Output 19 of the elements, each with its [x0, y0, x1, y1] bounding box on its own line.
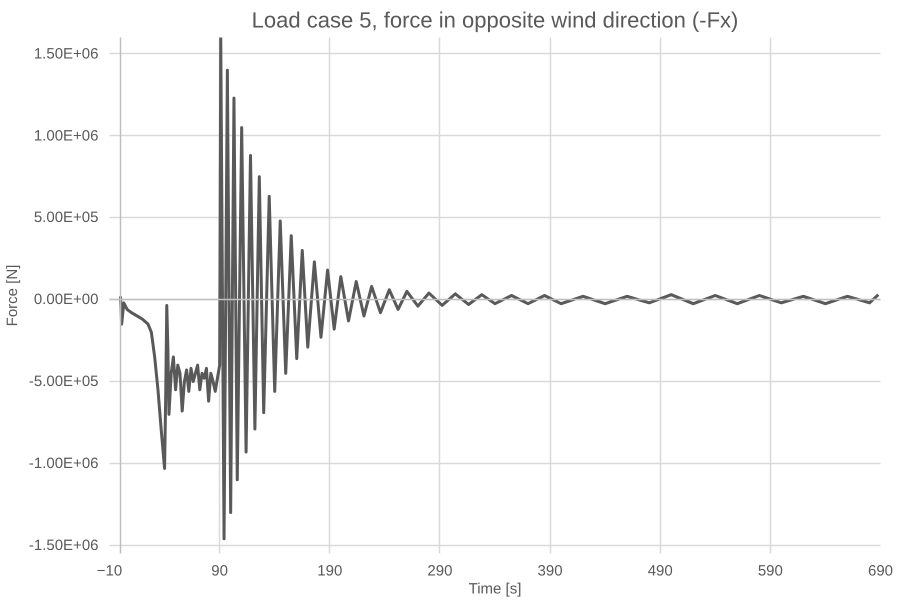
x-tick-label: 90	[211, 562, 228, 580]
x-tick-label: 490	[648, 562, 673, 580]
y-axis-title: Force [N]	[4, 264, 21, 326]
y-tick-label: -1.50E+06	[28, 536, 98, 554]
y-tick-label: 1.00E+06	[34, 127, 99, 144]
y-tick-label: 5.00E+05	[34, 209, 99, 226]
x-tick-label: −10	[96, 562, 122, 580]
x-axis-title: Time [s]	[468, 580, 522, 598]
chart-title: Load case 5, force in opposite wind direction (-Fx)	[252, 8, 738, 32]
x-tick-label: 390	[538, 562, 563, 580]
x-tick-label: 190	[317, 562, 342, 580]
y-tick-label: 0.00E+00	[34, 291, 99, 308]
y-tick-label: -5.00E+05	[28, 373, 98, 390]
line-series	[119, 38, 880, 540]
y-tick-label: -1.00E+06	[28, 454, 98, 472]
y-tick-label: 1.50E+06	[34, 45, 99, 62]
x-tick-label: 290	[427, 562, 452, 580]
x-tick-label: 590	[758, 562, 783, 580]
x-tick-label: 690	[868, 562, 894, 580]
